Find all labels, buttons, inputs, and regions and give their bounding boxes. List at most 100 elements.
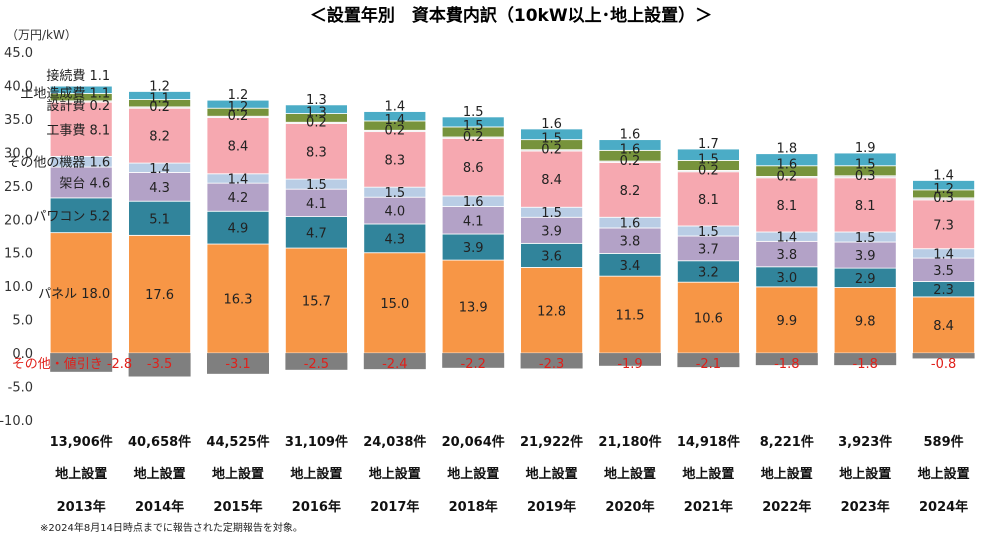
- data-label: その他・値引き -2.8: [12, 356, 133, 372]
- bar-segment: [677, 235, 740, 262]
- x-count-label: 589件: [924, 434, 964, 450]
- data-label: 4.3: [149, 181, 170, 196]
- chart-title: ＜設置年別 資本費内訳（10kW以上･地上設置）＞: [310, 5, 712, 26]
- bar-segment: [363, 111, 427, 122]
- data-label: -2.1: [696, 357, 721, 372]
- y-tick-label: 15.0: [4, 247, 33, 262]
- data-label: 9.8: [855, 314, 876, 329]
- data-label: 1.1: [149, 92, 170, 107]
- bar-segment: [49, 197, 113, 234]
- data-label: 11.5: [616, 309, 645, 324]
- data-label: 10.6: [694, 312, 723, 327]
- data-label: 工事費 8.1: [46, 123, 110, 138]
- data-label: 1.4: [776, 231, 797, 246]
- bar-segment: [284, 123, 348, 180]
- data-label: 1.4: [384, 113, 405, 128]
- bar-segment: [128, 234, 192, 354]
- data-label: 2.9: [855, 272, 876, 287]
- data-label: 0.3: [855, 169, 876, 184]
- data-label: 7.3: [933, 218, 954, 233]
- bar-segment-other-discount: [912, 353, 975, 359]
- y-tick-label: -10.0: [0, 414, 33, 429]
- y-tick-label: 35.0: [4, 113, 33, 128]
- data-label: 0.2: [149, 100, 170, 115]
- bar-segment: [363, 223, 427, 254]
- x-install-type-label: 地上設置: [447, 466, 499, 482]
- bar-segment: [912, 199, 975, 250]
- footnote: ※2024年8月14日時点までに報告された定期報告を対象。: [40, 521, 303, 534]
- data-label: 1.3: [306, 106, 327, 121]
- data-label: 8.1: [776, 199, 797, 214]
- bar-segment: [128, 200, 192, 236]
- bar-segment: [833, 287, 897, 354]
- data-label: 1.4: [933, 168, 954, 183]
- data-label: 9.9: [776, 314, 797, 329]
- data-label: 1.5: [306, 178, 327, 193]
- data-label: 1.8: [776, 142, 797, 157]
- bar-segment-other-discount: [50, 353, 113, 372]
- bar-segment-other-discount: [677, 353, 740, 368]
- bar-segment: [206, 243, 270, 354]
- x-count-label: 40,658件: [128, 434, 191, 450]
- bar-segment: [128, 91, 192, 100]
- bar-segment: [49, 101, 113, 157]
- data-label: 1.4: [228, 172, 249, 187]
- data-label: -2.4: [382, 357, 407, 372]
- bar-segment: [363, 131, 427, 188]
- data-label: 1.5: [541, 206, 562, 221]
- x-category-label: 2024年: [919, 499, 968, 515]
- bar-segment: [833, 241, 897, 269]
- x-install-type-label: 地上設置: [290, 466, 342, 482]
- data-labels: パネル 18.0 パワコン 5.2 架台 4.6 その他の機器 1.6 工事費 8.1 設…: [7, 68, 956, 372]
- bar-segment-other-discount: [442, 353, 505, 368]
- x-count-label: 3,923件: [838, 434, 892, 450]
- x-install-type-label: 地上設置: [212, 466, 264, 482]
- y-tick-label: 30.0: [4, 146, 33, 161]
- x-install-type-label: 地上設置: [839, 466, 891, 482]
- data-label: 1.5: [463, 105, 484, 120]
- unit-label: （万円/kW）: [6, 28, 77, 42]
- data-label: -1.8: [774, 357, 799, 372]
- x-category-label: 2023年: [841, 499, 890, 515]
- data-label: 8.2: [149, 130, 170, 145]
- y-tick-label: 45.0: [4, 46, 33, 61]
- data-label: 1.6: [776, 158, 797, 173]
- bar-segment: [912, 180, 975, 191]
- data-label: 1.5: [855, 231, 876, 246]
- bar-segment: [363, 252, 427, 354]
- data-label: 5.1: [149, 212, 170, 227]
- data-label: 8.4: [933, 319, 954, 334]
- x-category-label: 2021年: [684, 499, 733, 515]
- x-category-label: 2022年: [762, 499, 811, 515]
- data-label: 3.4: [620, 259, 641, 274]
- data-label: パネル 18.0: [38, 287, 110, 302]
- data-label: 0.2: [620, 154, 641, 169]
- bar-segment: [755, 153, 819, 167]
- x-count-label: 20,064件: [442, 434, 505, 450]
- x-install-type-label: 地上設置: [526, 466, 578, 482]
- x-category-label: 2020年: [605, 499, 654, 515]
- data-label: 1.2: [228, 88, 249, 103]
- bar-segment: [49, 166, 113, 199]
- x-category-label: 2018年: [449, 499, 498, 515]
- data-label: 1.5: [384, 186, 405, 201]
- data-label: 1.6: [541, 117, 562, 132]
- x-install-type-label: 地上設置: [369, 466, 421, 482]
- data-label: 3.6: [541, 249, 562, 264]
- x-count-label: 44,525件: [206, 434, 269, 450]
- y-tick-label: 5.0: [12, 314, 33, 329]
- bar-segment: [598, 275, 662, 354]
- data-label: 4.2: [228, 191, 249, 206]
- data-label: 4.3: [384, 232, 405, 247]
- data-label: 1.6: [463, 195, 484, 210]
- bar-segment: [284, 104, 348, 114]
- bar-segment: [441, 259, 505, 354]
- data-label: 3.0: [776, 271, 797, 286]
- bar-segment: [755, 286, 819, 354]
- bar-segment: [49, 232, 113, 354]
- bar-segment: [284, 247, 348, 354]
- data-label: 0.2: [541, 143, 562, 158]
- data-label: 16.3: [224, 293, 253, 308]
- data-label: -1.8: [853, 357, 878, 372]
